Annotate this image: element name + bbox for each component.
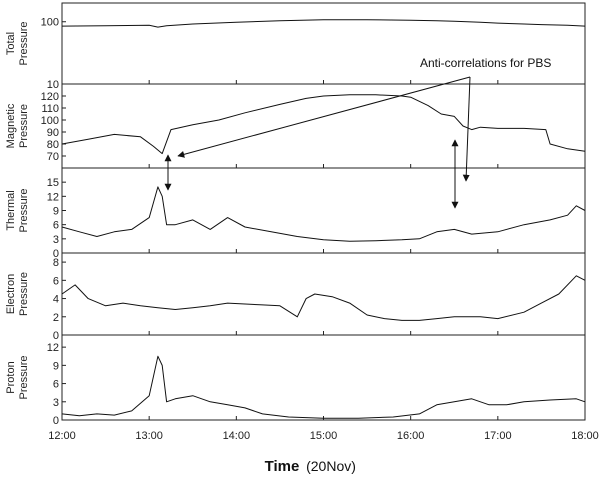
- y-tick-label: 12: [47, 191, 59, 203]
- annotation-text: Anti-correlations for PBS: [420, 56, 551, 70]
- x-tick-label: 15:00: [310, 430, 338, 442]
- panel-frame: [61, 83, 586, 169]
- y-axis-label-line: Thermal: [5, 190, 17, 230]
- series-line: [61, 275, 586, 321]
- annotation-arrow-left: [177, 76, 471, 158]
- x-tick-label: 13:00: [135, 430, 163, 442]
- y-axis-label: Electron Pressure: [5, 272, 30, 316]
- series-line: [61, 19, 586, 28]
- y-axis-label: Magnetic Pressure: [5, 103, 30, 148]
- y-tick-label: 9: [53, 360, 59, 372]
- y-tick-label: 3: [53, 397, 59, 409]
- y-axis-label-line: Pressure: [18, 21, 30, 65]
- panel-3: 0 3 6 9 12 15 Thermal Pressure: [5, 167, 586, 260]
- x-axis-title-date: (20Nov): [306, 458, 356, 474]
- y-axis-label-line: Pressure: [18, 355, 30, 399]
- x-tick-label: 12:00: [48, 430, 76, 442]
- y-axis-label: Proton Pressure: [5, 355, 30, 399]
- y-axis-label-line: Pressure: [18, 188, 30, 232]
- series-line: [61, 94, 586, 155]
- y-tick-label: 100: [41, 17, 59, 29]
- y-tick-label: 80: [47, 139, 59, 151]
- panel-frame: [61, 2, 586, 85]
- annotation-arrow-right: [462, 76, 471, 182]
- y-tick-label: 120: [41, 91, 59, 103]
- x-tick-label: 16:00: [397, 430, 425, 442]
- y-tick-label: 100: [41, 115, 59, 127]
- y-tick-label: 90: [47, 127, 59, 139]
- panel-1: 10 100 Total Pressure: [5, 2, 586, 91]
- y-tick-label: 12: [47, 342, 59, 354]
- y-axis-label-line: Proton: [5, 361, 17, 393]
- y-tick-label: 70: [47, 151, 59, 163]
- y-tick-label: 2: [53, 312, 59, 324]
- y-tick-label: 0: [53, 415, 59, 427]
- y-tick-label: 6: [53, 379, 59, 391]
- x-tick-label: 18:00: [571, 430, 599, 442]
- y-tick-label: 0: [53, 330, 59, 342]
- y-tick-label: 0: [53, 248, 59, 260]
- y-axis-label-line: Electron: [5, 274, 17, 314]
- panel-frame: [61, 334, 586, 421]
- y-tick-label: 6: [53, 220, 59, 232]
- panel-4: 0 2 4 6 8 Electron Pressure: [5, 252, 586, 342]
- y-axis-label-line: Pressure: [18, 104, 30, 148]
- y-tick-label: 8: [53, 257, 59, 269]
- y-tick-label: 4: [53, 294, 59, 306]
- y-tick-label: 3: [53, 234, 59, 246]
- y-tick-label: 15: [47, 177, 59, 189]
- panel-frame: [61, 252, 586, 336]
- x-axis-title: Time: [265, 458, 300, 475]
- y-axis-label-line: Total: [5, 32, 17, 55]
- y-tick-label: 110: [41, 103, 59, 115]
- y-axis-label-line: Pressure: [18, 272, 30, 316]
- panel-5: 0 3 6 9 12 Proton Pressure: [5, 334, 586, 427]
- x-tick-label: 17:00: [484, 430, 512, 442]
- y-tick-label: 10: [47, 79, 59, 91]
- y-axis-label: Total Pressure: [5, 21, 30, 65]
- y-axis-label: Thermal Pressure: [5, 188, 30, 232]
- y-axis-label-line: Magnetic: [5, 103, 17, 148]
- series-line: [61, 186, 586, 242]
- annotation-arrows: [164, 76, 471, 209]
- x-tick-label: 14:00: [223, 430, 251, 442]
- y-tick-label: 6: [53, 275, 59, 287]
- series-line: [61, 355, 586, 419]
- y-tick-label: 9: [53, 206, 59, 218]
- x-axis-tick-labels: 12:00 13:00 14:00 15:00 16:00 17:00 18:00: [48, 430, 599, 442]
